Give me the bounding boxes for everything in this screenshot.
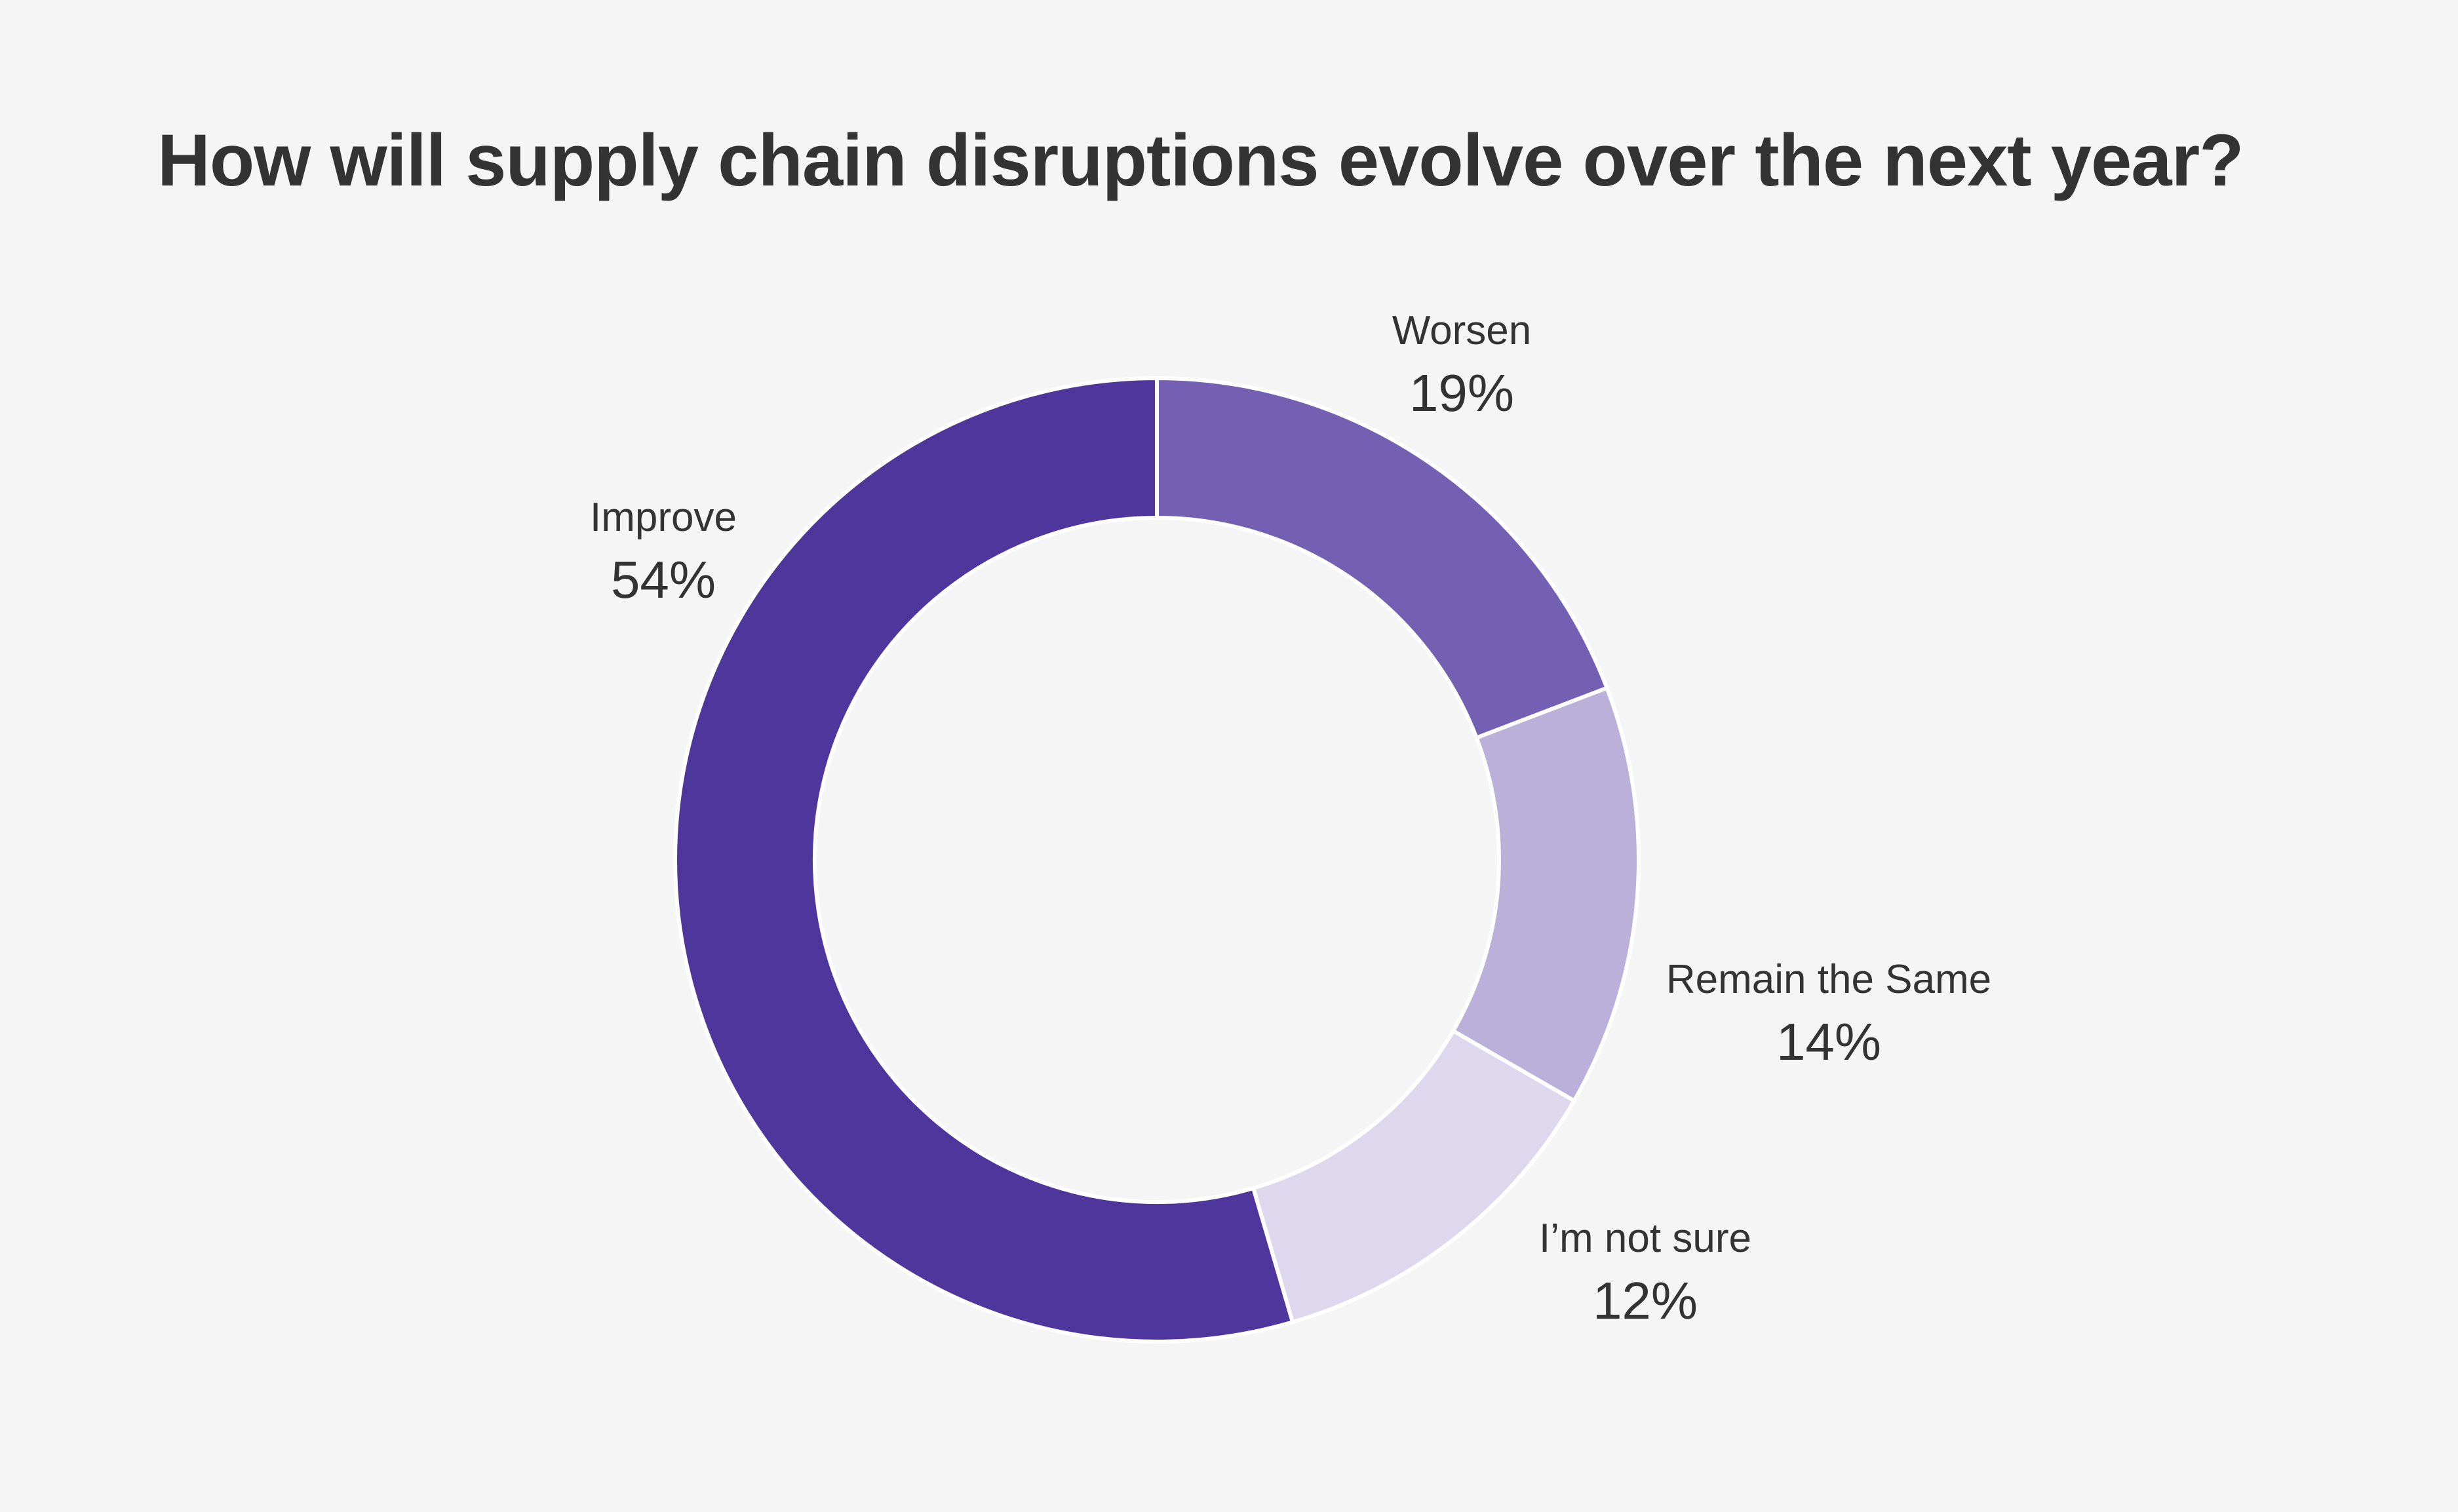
slice-improve	[673, 376, 1295, 1344]
slice-worsen	[1155, 376, 1610, 741]
slice-remain-the-same	[1450, 685, 1641, 1104]
slice-value-label: 12%	[1593, 1271, 1698, 1330]
slice-label: I’m not sure	[1539, 1216, 1751, 1261]
slice-label: Improve	[590, 495, 737, 540]
slice-label: Remain the Same	[1666, 957, 1991, 1002]
slice-value-label: 54%	[611, 551, 716, 609]
donut-labels: Worsen 19% Remain the Same 14% I’m not sure 1…	[590, 308, 1991, 1330]
donut-slices	[673, 376, 1641, 1344]
slice-value-label: 19%	[1409, 364, 1514, 422]
slice-value-label: 14%	[1776, 1013, 1881, 1071]
slice-label: Worsen	[1392, 308, 1532, 353]
chart-title: How will supply chain disruptions evolve…	[157, 119, 2244, 201]
slice-i-m-not-sure	[1251, 1028, 1577, 1325]
